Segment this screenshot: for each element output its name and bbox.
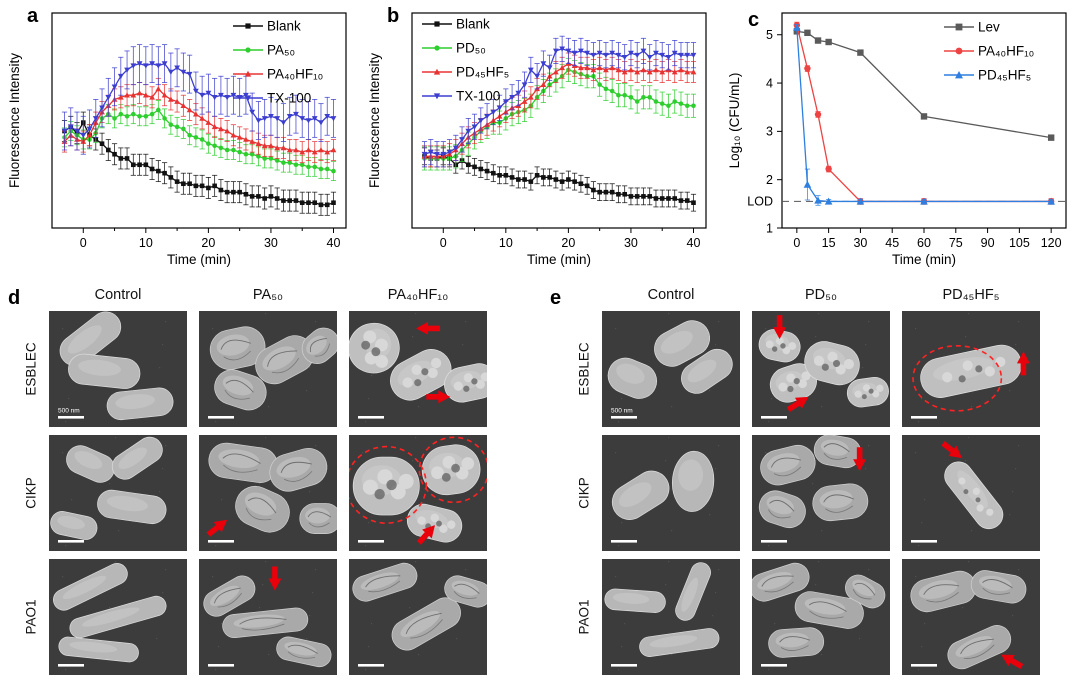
svg-text:75: 75 <box>949 236 963 250</box>
svg-text:20: 20 <box>201 236 215 250</box>
svg-text:20: 20 <box>561 236 575 250</box>
chart-fluorescence-pa: 0 10 20 30 40 Time (min) Fluorescence Intensit… <box>0 0 360 275</box>
sem-cell-e-cikp-2 <box>902 435 1040 551</box>
svg-text:PD₄₅HF₅: PD₄₅HF₅ <box>978 68 1031 83</box>
svg-text:PA₄₀HF₁₀: PA₄₀HF₁₀ <box>267 67 323 82</box>
svg-text:3: 3 <box>766 125 773 139</box>
sem-e-column-control: Control <box>647 287 695 303</box>
sem-d-column-pa50: PA₅₀ <box>252 287 284 303</box>
sem-cell-e-esblec-1 <box>752 311 890 427</box>
svg-text:60: 60 <box>917 236 931 250</box>
sem-e-column-pd50: PD₅₀ <box>804 287 837 303</box>
svg-text:30: 30 <box>264 236 278 250</box>
sem-e-row-esblec: ESBLEC <box>576 342 592 396</box>
svg-text:Fluorescence Intensity: Fluorescence Intensity <box>367 53 382 188</box>
svg-text:40: 40 <box>687 236 701 250</box>
sem-cell-e-pao1-0 <box>602 559 740 675</box>
svg-text:10: 10 <box>139 236 153 250</box>
svg-text:PA₄₀HF₁₀: PA₄₀HF₁₀ <box>978 44 1034 59</box>
sem-cell-e-cikp-1 <box>752 435 890 551</box>
sem-cell-d-cikp-1 <box>199 435 337 551</box>
panel-label-c: c <box>748 9 760 31</box>
chart-fluorescence-pd: 0 10 20 30 40 Time (min) Fluorescence Intensit… <box>360 0 720 275</box>
sem-cell-e-cikp-0 <box>602 435 740 551</box>
svg-text:10: 10 <box>499 236 513 250</box>
svg-text:2: 2 <box>766 173 773 187</box>
sem-cell-d-esblec-2 <box>349 311 487 427</box>
sem-cell-d-pao1-2 <box>349 559 487 675</box>
svg-text:PA₅₀: PA₅₀ <box>267 43 295 58</box>
svg-text:90: 90 <box>981 236 995 250</box>
sem-d-column-pa40hf10: PA₄₀HF₁₀ <box>387 287 449 303</box>
sem-cell-e-esblec-0: 500 nm <box>602 311 740 427</box>
chart-killing-kinetics: 0 15 30 45 60 75 90 105 120 1 2 3 4 5 LOD Time (min) Log… <box>720 0 1080 275</box>
svg-text:105: 105 <box>1009 236 1030 250</box>
sem-cell-e-esblec-2 <box>902 311 1040 427</box>
svg-text:Blank: Blank <box>267 19 301 34</box>
sem-cell-d-cikp-0 <box>49 435 187 551</box>
svg-text:120: 120 <box>1041 236 1062 250</box>
svg-text:5: 5 <box>766 28 773 42</box>
svg-text:1: 1 <box>766 221 773 235</box>
svg-text:30: 30 <box>624 236 638 250</box>
svg-text:30: 30 <box>853 236 867 250</box>
sem-cell-d-esblec-0: 500 nm <box>49 311 187 427</box>
svg-text:4: 4 <box>766 76 773 90</box>
panel-label-a: a <box>27 5 39 27</box>
svg-text:Fluorescence Intensity: Fluorescence Intensity <box>7 53 22 188</box>
sem-cell-d-pao1-0 <box>49 559 187 675</box>
panel-label-e: e <box>550 287 562 309</box>
svg-text:40: 40 <box>327 236 341 250</box>
svg-text:500 nm: 500 nm <box>611 408 633 415</box>
svg-text:TX-100: TX-100 <box>267 91 311 106</box>
svg-text:500 nm: 500 nm <box>58 408 80 415</box>
svg-text:PD₅₀: PD₅₀ <box>456 41 486 56</box>
svg-text:Log₁₀ (CFU/mL): Log₁₀ (CFU/mL) <box>727 73 742 169</box>
sem-e-row-pao1: PAO1 <box>576 599 592 635</box>
svg-text:0: 0 <box>793 236 800 250</box>
sem-cell-e-pao1-2 <box>902 559 1040 675</box>
svg-text:0: 0 <box>440 236 447 250</box>
svg-text:Time (min): Time (min) <box>892 252 956 267</box>
panel-label-b: b <box>387 5 400 27</box>
svg-text:LOD: LOD <box>747 194 773 208</box>
svg-text:TX-100: TX-100 <box>456 89 500 104</box>
sem-cell-d-esblec-1 <box>199 311 337 427</box>
svg-text:Time (min): Time (min) <box>527 252 591 267</box>
svg-text:15: 15 <box>822 236 836 250</box>
panel-label-d: d <box>8 287 21 309</box>
sem-d-row-esblec: ESBLEC <box>23 342 39 396</box>
sem-d-column-control: Control <box>94 287 142 303</box>
svg-text:PD₄₅HF₅: PD₄₅HF₅ <box>456 65 509 80</box>
svg-text:Time (min): Time (min) <box>167 252 231 267</box>
sem-d-row-cikp: CIKP <box>23 477 39 509</box>
sem-e-row-cikp: CIKP <box>576 477 592 509</box>
svg-text:45: 45 <box>885 236 899 250</box>
sem-cell-e-pao1-1 <box>752 559 890 675</box>
sem-e-column-pd45hf5: PD₄₅HF₅ <box>942 287 1000 303</box>
sem-d-row-pao1: PAO1 <box>23 599 39 635</box>
svg-text:Blank: Blank <box>456 17 490 32</box>
svg-text:0: 0 <box>80 236 87 250</box>
svg-text:Lev: Lev <box>978 20 1000 35</box>
sem-cell-d-pao1-1 <box>199 559 337 675</box>
sem-cell-d-cikp-2 <box>349 435 487 551</box>
